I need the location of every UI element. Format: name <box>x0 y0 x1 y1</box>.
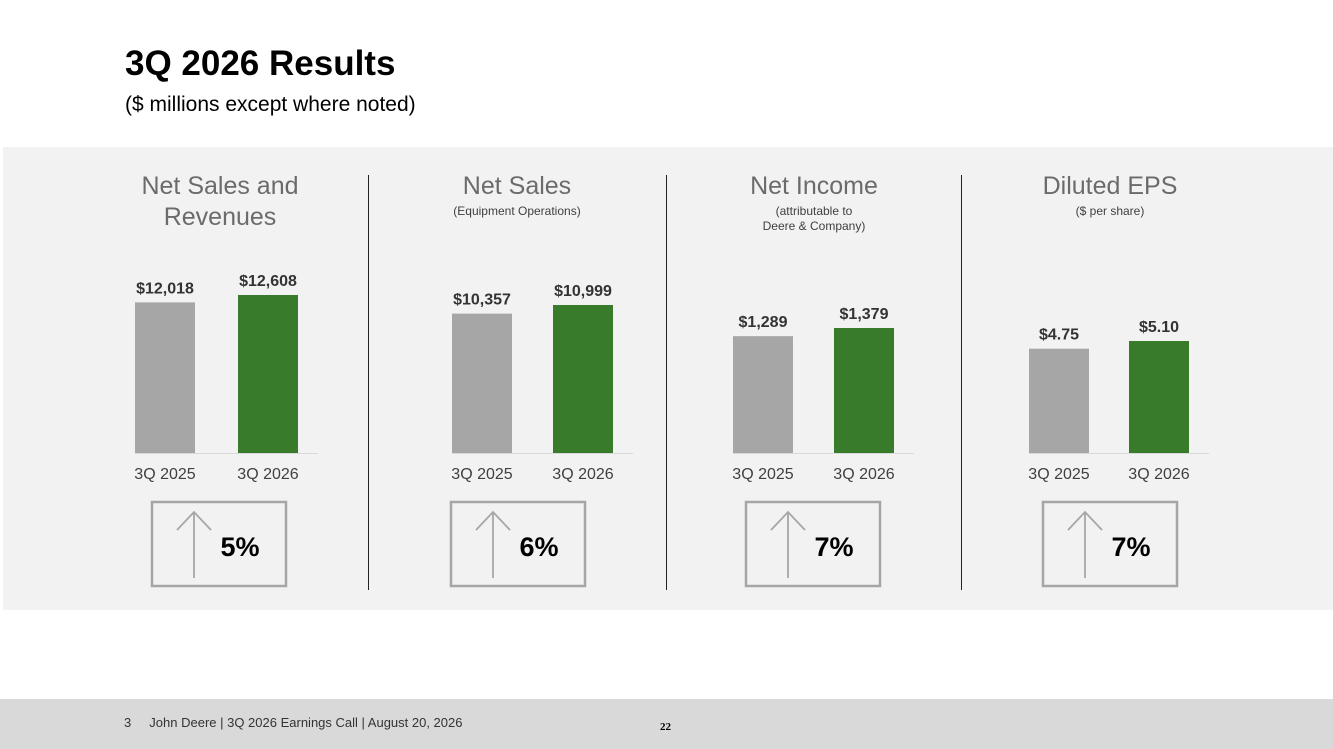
change-box <box>449 500 587 588</box>
data-label: $1,289 <box>739 314 788 331</box>
data-label: $10,357 <box>453 292 511 309</box>
change-percent: 5% <box>220 532 259 562</box>
page-title: 3Q 2026 Results <box>125 44 396 83</box>
chart-title: Net Income <box>750 172 878 200</box>
chart-title: Net Sales <box>463 172 571 200</box>
chart-divider <box>961 175 962 590</box>
data-label: $1,379 <box>840 306 889 323</box>
charts-panel <box>3 147 1333 610</box>
up-arrow-icon <box>1067 510 1103 578</box>
change-percent: 6% <box>519 532 558 562</box>
bar <box>553 305 613 453</box>
chart-title: Revenues <box>164 203 277 231</box>
data-label: $12,018 <box>136 280 194 297</box>
bar <box>733 336 793 453</box>
arrow-head <box>176 510 212 531</box>
chart-1: Net Sales and Revenues $12,018 3Q 2025 $12,6… <box>134 172 318 588</box>
footer-page-number: 22 <box>660 721 671 733</box>
chart-subtitle: ($ per share) <box>1076 204 1145 218</box>
up-arrow-icon <box>770 510 806 578</box>
tick-label: 3Q 2026 <box>1128 466 1189 483</box>
change-box <box>744 500 882 588</box>
footer-text: 3 John Deere | 3Q 2026 Earnings Call | A… <box>124 715 462 730</box>
data-label: $12,608 <box>239 273 297 290</box>
bar <box>135 302 195 453</box>
change-percent: 7% <box>814 532 853 562</box>
chart-title: Diluted EPS <box>1043 172 1178 200</box>
arrow-head <box>475 510 511 531</box>
arrow-head <box>1067 510 1103 531</box>
tick-label: 3Q 2025 <box>134 466 195 483</box>
chart-divider <box>368 175 369 590</box>
tick-label: 3Q 2026 <box>552 466 613 483</box>
tick-label: 3Q 2025 <box>732 466 793 483</box>
chart-subtitle: (attributable to <box>776 204 853 218</box>
footer-slide-number: 3 <box>124 715 132 730</box>
bar <box>238 295 298 453</box>
chart-divider <box>666 175 667 590</box>
up-arrow-icon <box>176 510 212 578</box>
chart-4: Diluted EPS ($ per share) $4.75 3Q 2025 $5.1… <box>1028 172 1209 588</box>
tick-label: 3Q 2025 <box>451 466 512 483</box>
chart-subtitle: Deere & Company) <box>763 219 866 233</box>
page-subtitle: ($ millions except where noted) <box>125 93 416 116</box>
footer-bar: 3 John Deere | 3Q 2026 Earnings Call | A… <box>0 699 1333 749</box>
up-arrow-icon <box>475 510 511 578</box>
change-percent: 7% <box>1111 532 1150 562</box>
data-label: $5.10 <box>1139 319 1179 336</box>
arrow-head <box>770 510 806 531</box>
bar <box>1029 348 1089 453</box>
bar <box>452 313 512 453</box>
data-label: $4.75 <box>1039 327 1079 344</box>
change-box <box>1041 500 1179 588</box>
chart-2: Net Sales (Equipment Operations) $10,357 3Q… <box>449 172 633 588</box>
chart-title: Net Sales and <box>141 172 298 200</box>
data-label: $10,999 <box>554 283 612 300</box>
bar <box>834 328 894 453</box>
footer-caption: John Deere | 3Q 2026 Earnings Call | Aug… <box>149 715 463 730</box>
tick-label: 3Q 2026 <box>237 466 298 483</box>
chart-subtitle: (Equipment Operations) <box>453 204 580 218</box>
tick-label: 3Q 2026 <box>833 466 894 483</box>
tick-label: 3Q 2025 <box>1028 466 1089 483</box>
bar <box>1129 341 1189 453</box>
change-box <box>150 500 288 588</box>
